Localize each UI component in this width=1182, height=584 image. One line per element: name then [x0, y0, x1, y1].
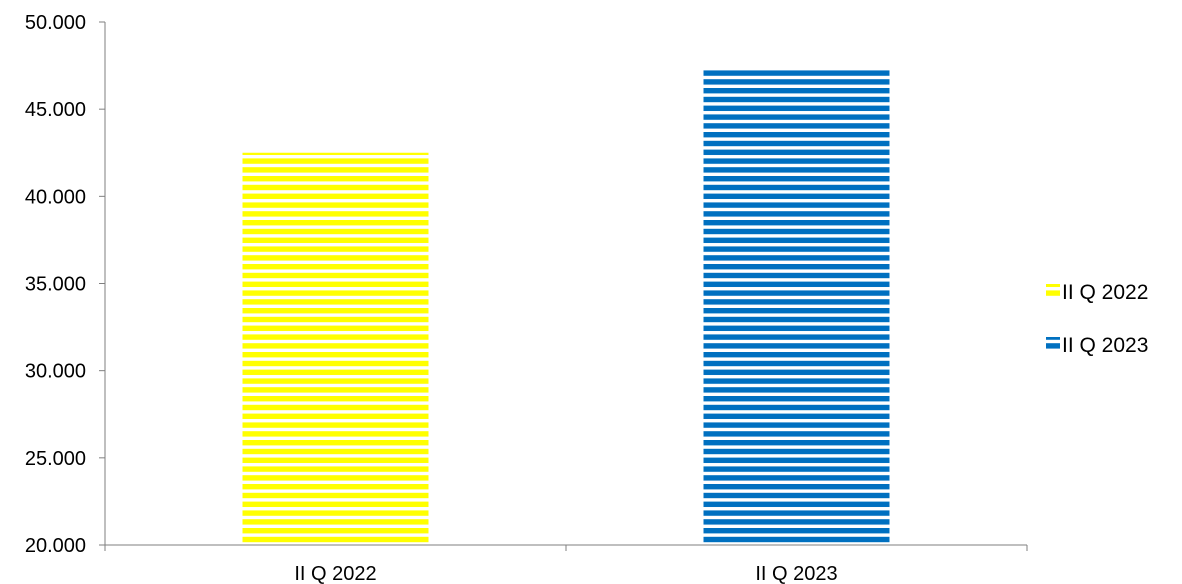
x-axis-ticks: II Q 2022 II Q 2023: [104, 545, 1028, 584]
bar-ii-q-2022: [242, 152, 429, 545]
legend-swatch-ii-q-2022: [1046, 284, 1060, 298]
y-tick-label: 50.000: [25, 12, 86, 34]
legend-label-ii-q-2023: II Q 2023: [1062, 334, 1148, 357]
legend-swatch-ii-q-2023: [1046, 337, 1060, 351]
legend-item-ii-q-2022: II Q 2022: [1046, 281, 1148, 304]
bars-group: [242, 69, 890, 545]
y-tick-label: 25.000: [25, 448, 86, 470]
y-tick-label: 45.000: [25, 99, 86, 121]
y-tick-label: 35.000: [25, 274, 86, 296]
x-tick-label: II Q 2023: [755, 563, 837, 584]
y-axis-ticks: 20.000 25.000 30.000 35.000 40.000 45.000 50.0…: [25, 12, 105, 557]
y-tick-label: 20.000: [25, 535, 86, 557]
bar-ii-q-2023: [703, 69, 890, 545]
legend-label-ii-q-2022: II Q 2022: [1062, 281, 1148, 304]
legend-item-ii-q-2023: II Q 2023: [1046, 334, 1148, 357]
legend: II Q 2022 II Q 2023: [1046, 281, 1148, 357]
x-tick-label: II Q 2022: [294, 563, 376, 584]
y-tick-label: 40.000: [25, 186, 86, 208]
y-tick-label: 30.000: [25, 361, 86, 383]
